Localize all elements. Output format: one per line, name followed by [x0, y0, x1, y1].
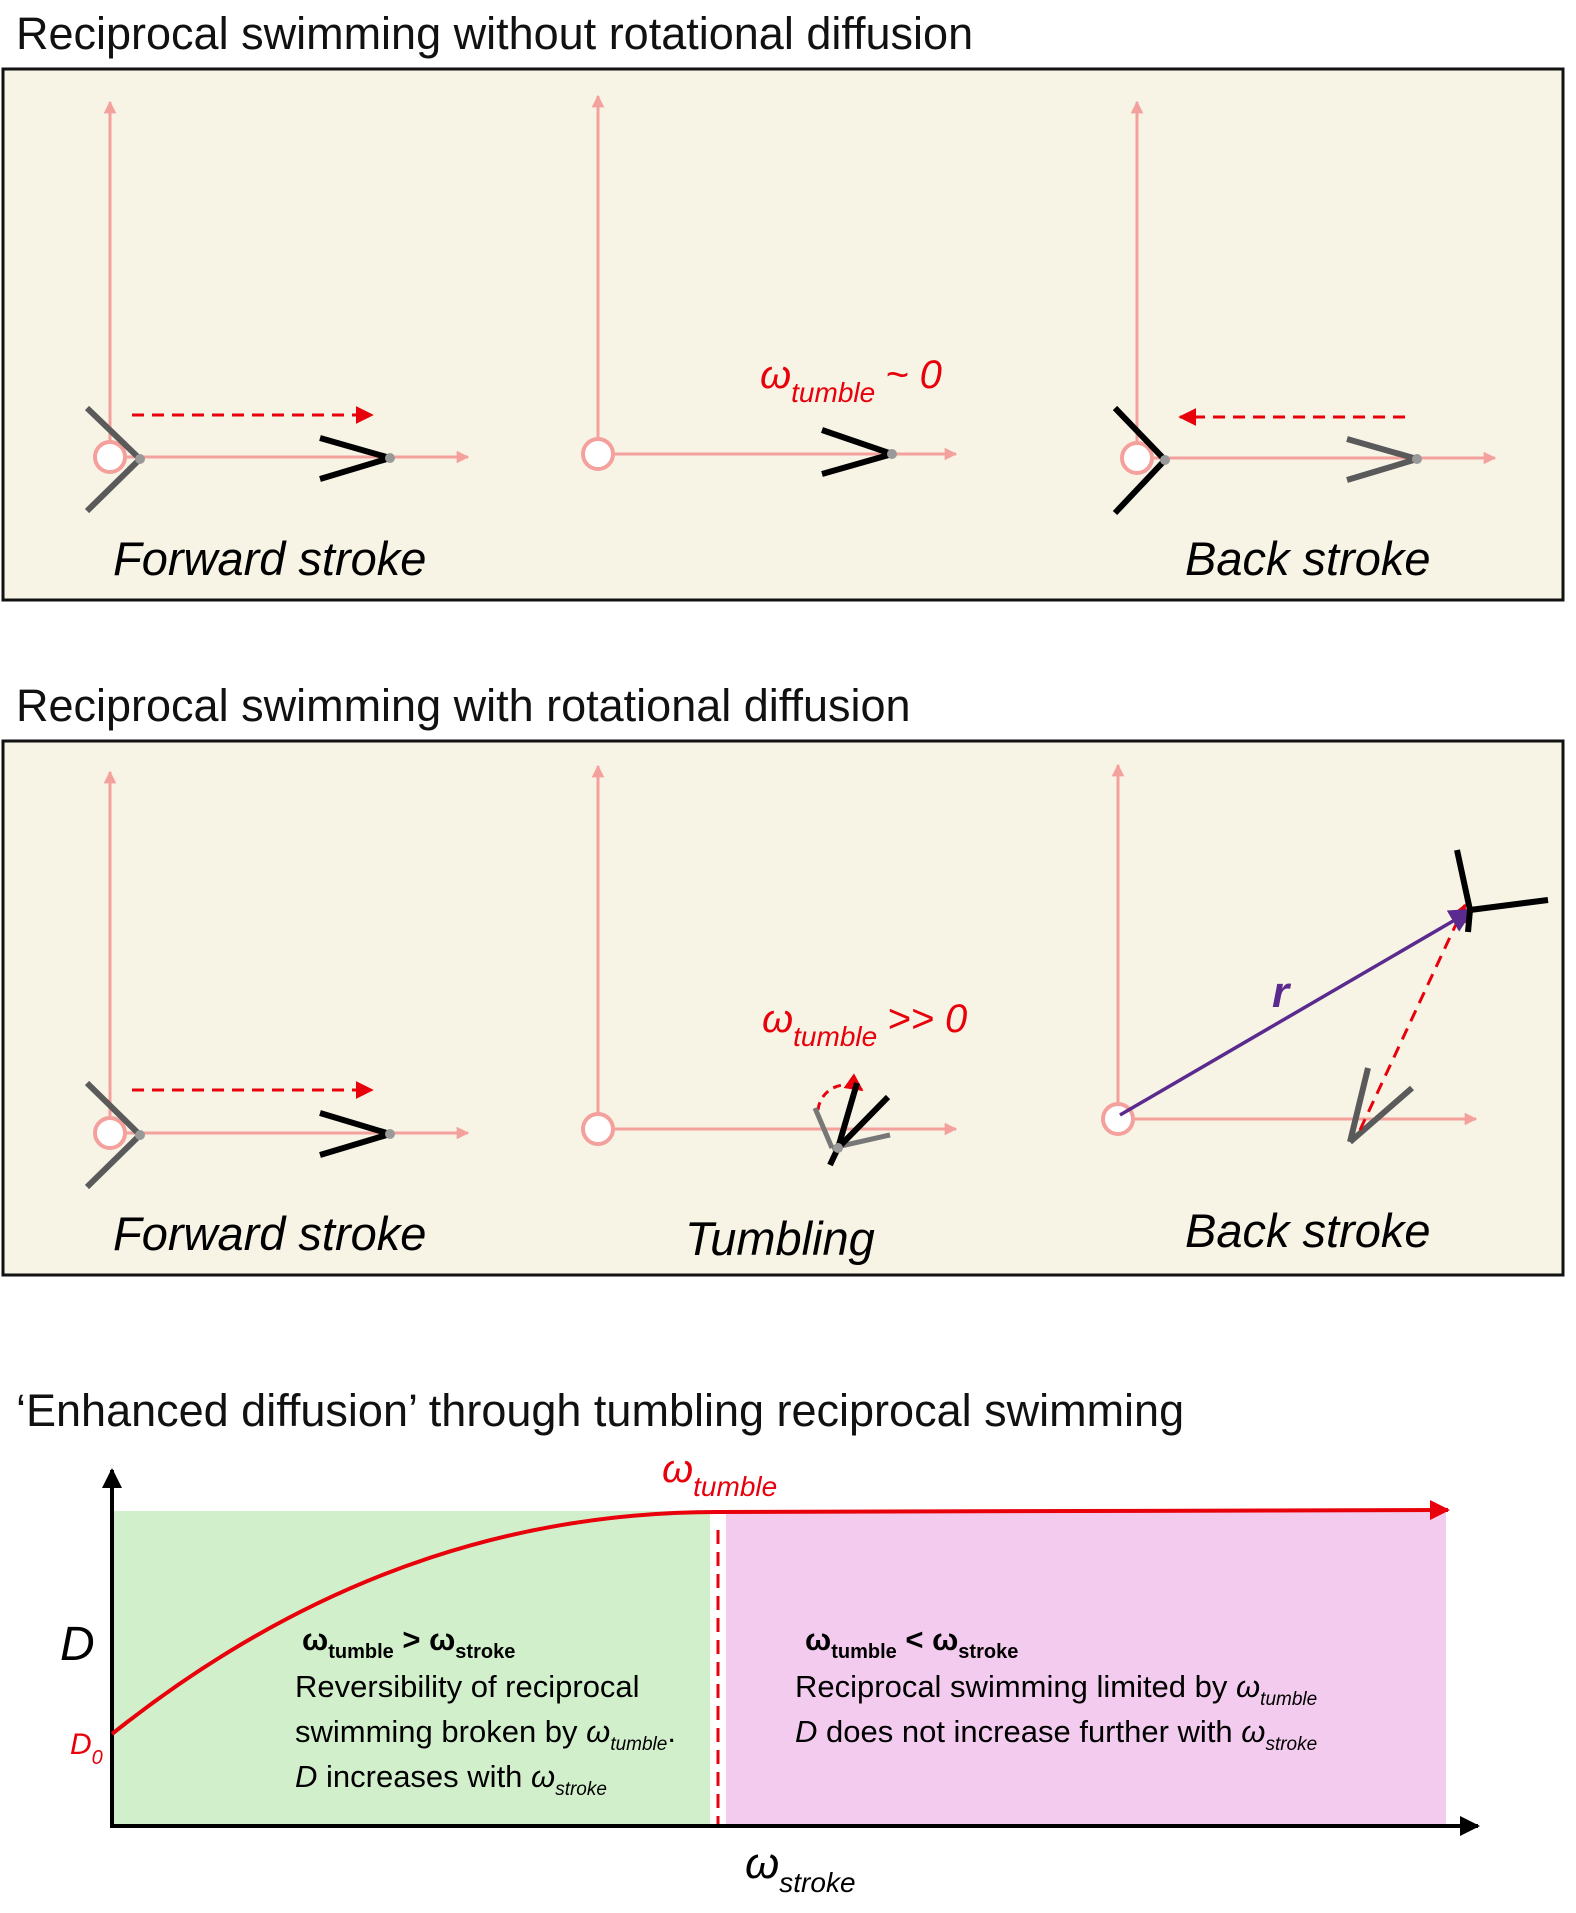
right-region-line2: D does not increase further with ωstroke	[795, 1714, 1317, 1755]
swimmer-final	[319, 435, 391, 482]
panel1-frame	[1, 67, 1565, 602]
region-tumble-less	[726, 1511, 1446, 1824]
forward-stroke-label-2: Forward stroke	[113, 1207, 426, 1260]
swimmer-initial	[84, 1080, 143, 1190]
swimmer-initial	[84, 405, 143, 514]
diffusion-curve	[110, 1500, 1450, 1736]
omega-tumble-label-2: ωtumble >> 0	[762, 997, 967, 1052]
panel3: ωtumble D D0 ωstroke ωtumble > ωstroke R…	[60, 1447, 1480, 1898]
left-region-line1: Reversibility of reciprocal	[295, 1669, 640, 1704]
right-region-heading: ωtumble < ωstroke	[805, 1622, 1018, 1663]
origin-marker	[581, 1112, 615, 1146]
axes-4	[103, 770, 470, 1140]
swimmer-joint	[385, 1129, 395, 1139]
x-axis-label: ωstroke	[745, 1839, 856, 1898]
forward-stroke-label-1: Forward stroke	[113, 532, 426, 585]
right-region-line1: Reciprocal swimming limited by ωtumble	[795, 1669, 1317, 1710]
y-axis-label: D	[60, 1618, 95, 1671]
y0-label: D0	[70, 1728, 103, 1769]
swimmer-back-end	[1112, 405, 1168, 516]
panel1-title: Reciprocal swimming without rotational d…	[16, 8, 974, 59]
net-displacement-vector	[1119, 908, 1475, 1117]
swimmer-back-start	[1346, 436, 1418, 483]
left-region-line3: D increases with ωstroke	[295, 1759, 607, 1800]
omega-tumble-label-1: ωtumble ~ 0	[760, 353, 942, 408]
left-region-heading: ωtumble > ωstroke	[302, 1622, 515, 1663]
origin-marker	[1120, 441, 1154, 475]
origin-marker	[581, 437, 615, 471]
curve-label: ωtumble	[662, 1447, 777, 1502]
left-region-text: ωtumble > ωstroke Reversibility of recip…	[295, 1622, 676, 1800]
vector-r-label: r	[1272, 968, 1292, 1017]
panel2-title: Reciprocal swimming with rotational diff…	[16, 680, 911, 731]
panel2: ωtumble >> 0 r Forward stroke Tumbling Ba…	[1, 739, 1565, 1277]
swimmer-joint	[135, 1130, 145, 1140]
tumbling-label: Tumbling	[685, 1212, 875, 1265]
swimmer-joint	[833, 1143, 843, 1153]
back-stroke-label-1: Back stroke	[1185, 532, 1431, 585]
left-region-line2: swimming broken by ωtumble.	[295, 1714, 676, 1755]
swimmer-joint	[135, 454, 145, 464]
panel3-title: ‘Enhanced diffusion’ through tumbling re…	[16, 1385, 1185, 1436]
swimmer-joint	[1412, 454, 1422, 464]
panel1: ωtumble ~ 0 Forward stroke Back stroke	[1, 67, 1565, 602]
right-region-text: ωtumble < ωstroke Reciprocal swimming li…	[795, 1622, 1317, 1755]
origin-marker	[93, 1116, 127, 1150]
swimmer-paused	[821, 427, 893, 477]
swimmer-joint	[1160, 455, 1170, 465]
origin-marker	[93, 440, 127, 474]
axes-1	[103, 100, 470, 464]
swimmer-final	[319, 1110, 391, 1158]
back-stroke-label-2: Back stroke	[1185, 1204, 1431, 1257]
back-displacement-arrow	[1358, 903, 1467, 1131]
tumble-rotation-arrow	[816, 1073, 864, 1111]
swimmer-back-start	[1347, 1067, 1414, 1145]
swimmer-joint	[887, 449, 897, 459]
swimmer-joint	[385, 453, 395, 463]
axes-3	[1130, 100, 1497, 465]
axes-6	[1111, 763, 1478, 1126]
swimmer-back-end	[1454, 849, 1549, 933]
axes-5	[591, 764, 958, 1136]
